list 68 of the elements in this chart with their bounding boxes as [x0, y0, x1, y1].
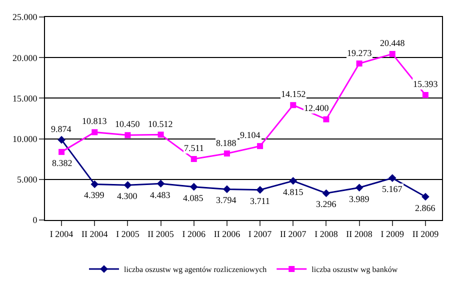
x-tick-label: I 2005: [116, 228, 140, 239]
x-tick-label: I 2007: [248, 228, 272, 239]
point: [92, 129, 98, 136]
x-tick-label: II 2008: [346, 228, 373, 239]
y-tick-label: 10.000: [12, 134, 38, 144]
x-tick-label: II 2007: [280, 228, 307, 239]
legend-label: liczba oszustw wg banków: [312, 265, 398, 274]
y-tick-label: 15.000: [12, 93, 38, 104]
point: [422, 92, 428, 98]
point: [256, 186, 264, 194]
point: [356, 60, 362, 66]
point: [224, 150, 230, 157]
x-tick-label: I 2004: [50, 228, 74, 239]
data-label: 14.152: [281, 89, 306, 99]
x-tick-label: II 2009: [412, 228, 440, 239]
point: [257, 143, 264, 150]
point: [190, 156, 197, 162]
data-label: 12.400: [304, 103, 330, 113]
point: [389, 50, 396, 57]
point: [90, 180, 99, 188]
data-label: 19.273: [347, 48, 372, 58]
x-tick-label: II 2005: [148, 228, 174, 239]
data-label: 2.866: [415, 203, 436, 213]
data-label: 10.512: [148, 119, 173, 129]
data-label: 9.104: [240, 130, 261, 140]
y-tick-label: 0: [32, 215, 38, 226]
legend-label: liczba oszustw wg agentów rozliczeniowych: [124, 265, 267, 274]
data-label: 3.794: [216, 195, 237, 205]
data-label: 15.393: [413, 79, 438, 89]
x-tick-label: I 2009: [380, 228, 404, 239]
point: [290, 102, 296, 108]
data-label: 9.874: [51, 124, 72, 134]
point: [322, 189, 330, 198]
point: [388, 174, 396, 182]
point: [190, 182, 198, 191]
x-tick-label: II 2004: [82, 228, 108, 239]
data-label: 20.448: [380, 38, 406, 48]
data-label: 3.296: [316, 199, 337, 209]
point: [156, 180, 165, 188]
data-label: 5.167: [382, 184, 403, 194]
data-label: 4.815: [283, 187, 304, 197]
point: [124, 132, 131, 138]
point: [355, 184, 364, 192]
x-tick-label: II 2006: [214, 228, 241, 239]
y-tick-label: 5.000: [16, 174, 38, 185]
point: [323, 116, 330, 122]
data-label: 4.483: [150, 190, 171, 200]
data-label: 4.300: [117, 191, 138, 201]
x-tick-label: I 2008: [314, 228, 338, 239]
point: [124, 181, 132, 189]
x-tick-label: I 2006: [182, 228, 206, 239]
point: [58, 148, 65, 155]
data-label: 10.813: [82, 116, 108, 126]
point: [158, 132, 164, 138]
data-label: 4.399: [84, 190, 105, 200]
data-label: 8.188: [216, 138, 237, 148]
point: [289, 177, 298, 185]
data-label: 8.382: [52, 158, 72, 168]
point: [223, 185, 231, 194]
y-tick-label: 20.000: [12, 52, 38, 63]
data-label: 4.085: [183, 193, 204, 203]
data-label: 3.989: [349, 194, 370, 204]
data-label: 10.450: [115, 119, 140, 129]
point: [58, 136, 66, 144]
data-label: 7.511: [184, 143, 204, 153]
data-label: 3.711: [250, 196, 270, 206]
y-tick-label: 25.000: [12, 12, 38, 22]
point: [422, 192, 430, 201]
